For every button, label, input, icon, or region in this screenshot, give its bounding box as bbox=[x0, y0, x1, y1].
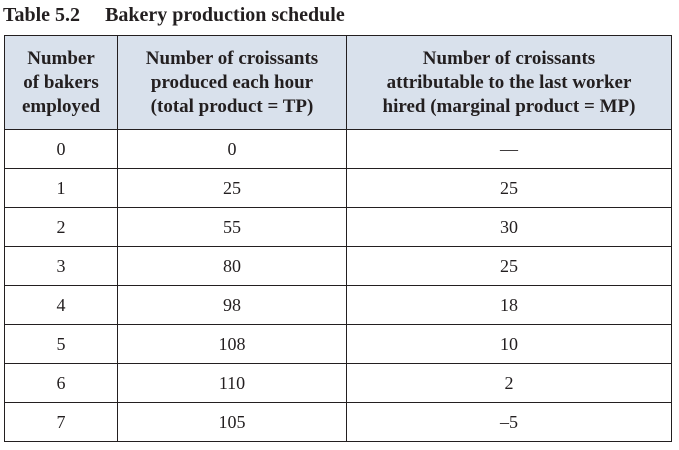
cell-marginal-product: — bbox=[346, 129, 672, 169]
table-title: Bakery production schedule bbox=[105, 4, 345, 26]
table-number: Table 5.2 bbox=[3, 4, 81, 26]
header-line: Number of croissants bbox=[145, 47, 319, 69]
table-row: 2 55 30 bbox=[4, 207, 672, 247]
cell-bakers: 3 bbox=[4, 246, 118, 286]
cell-bakers: 5 bbox=[4, 324, 118, 364]
cell-marginal-product: 25 bbox=[346, 168, 672, 208]
header-line: hired (marginal product = MP) bbox=[382, 95, 636, 117]
header-line: produced each hour bbox=[150, 71, 314, 93]
table-row: 3 80 25 bbox=[4, 246, 672, 286]
table-row: 1 25 25 bbox=[4, 168, 672, 208]
cell-marginal-product: 30 bbox=[346, 207, 672, 247]
header-line: Number bbox=[27, 47, 95, 69]
header-line: attributable to the last worker bbox=[386, 71, 632, 93]
table-row: 6 110 2 bbox=[4, 363, 672, 403]
header-line: (total product = TP) bbox=[150, 95, 314, 117]
header-line: employed bbox=[21, 95, 101, 117]
cell-total-product: 108 bbox=[117, 324, 347, 364]
table-row: 7 105 –5 bbox=[4, 402, 672, 442]
cell-bakers: 7 bbox=[4, 402, 118, 442]
header-marginal-product: Number of croissants attributable to the… bbox=[346, 35, 672, 130]
cell-total-product: 0 bbox=[117, 129, 347, 169]
header-row: Number of bakers employed Number of croi… bbox=[4, 35, 672, 130]
cell-marginal-product: –5 bbox=[346, 402, 672, 442]
cell-bakers: 1 bbox=[4, 168, 118, 208]
cell-bakers: 0 bbox=[4, 129, 118, 169]
cell-total-product: 105 bbox=[117, 402, 347, 442]
header-total-product: Number of croissants produced each hour … bbox=[117, 35, 347, 130]
cell-marginal-product: 2 bbox=[346, 363, 672, 403]
table-caption: Table 5.2 Bakery production schedule bbox=[3, 3, 345, 27]
cell-total-product: 98 bbox=[117, 285, 347, 325]
cell-total-product: 110 bbox=[117, 363, 347, 403]
cell-marginal-product: 10 bbox=[346, 324, 672, 364]
table-row: 0 0— bbox=[4, 129, 672, 169]
cell-total-product: 55 bbox=[117, 207, 347, 247]
cell-total-product: 25 bbox=[117, 168, 347, 208]
production-schedule-table: Number of bakers employed Number of croi… bbox=[4, 35, 672, 442]
header-line: Number of croissants bbox=[422, 47, 596, 69]
cell-bakers: 4 bbox=[4, 285, 118, 325]
table-row: 5 108 10 bbox=[4, 324, 672, 364]
table-body: 0 0—1 25 25 2 55 30 3 80 25 4 98 18 5 108 10 6 110 2 7 105 –5 bbox=[4, 129, 672, 442]
cell-total-product: 80 bbox=[117, 246, 347, 286]
header-bakers: Number of bakers employed bbox=[4, 35, 118, 130]
cell-bakers: 6 bbox=[4, 363, 118, 403]
cell-marginal-product: 25 bbox=[346, 246, 672, 286]
header-line: of bakers bbox=[23, 71, 99, 93]
table-row: 4 98 18 bbox=[4, 285, 672, 325]
cell-bakers: 2 bbox=[4, 207, 118, 247]
cell-marginal-product: 18 bbox=[346, 285, 672, 325]
